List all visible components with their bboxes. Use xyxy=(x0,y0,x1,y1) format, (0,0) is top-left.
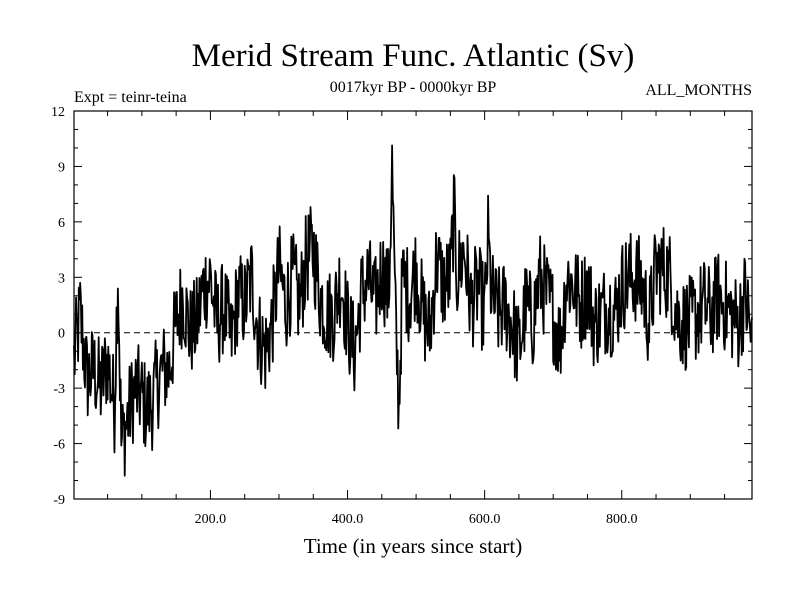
x-tick-label: 800.0 xyxy=(606,512,638,527)
chart-title: Merid Stream Func. Atlantic (Sv) xyxy=(192,38,635,74)
tick-labels: -9 -6 -3 0 3 6 9 12 200.0 400.0 600.0 800.0 xyxy=(51,105,637,527)
x-tick-label: 200.0 xyxy=(195,512,227,527)
y-tick-label: 9 xyxy=(58,160,65,175)
experiment-label: Expt = teinr-teina xyxy=(74,89,187,106)
x-tick-label: 600.0 xyxy=(469,512,501,527)
season-label: ALL_MONTHS xyxy=(645,82,752,99)
y-tick-label: 0 xyxy=(58,327,65,342)
y-tick-label: -3 xyxy=(53,382,65,397)
y-tick-label: 12 xyxy=(51,105,65,120)
y-tick-label: -9 xyxy=(53,493,65,508)
y-tick-label: 6 xyxy=(58,216,65,231)
plot-frame xyxy=(73,110,753,500)
axis-ticks xyxy=(74,110,752,500)
series-line xyxy=(73,144,753,477)
period-label: 0017kyr BP - 0000kyr BP xyxy=(330,79,497,96)
y-tick-label: -6 xyxy=(53,438,65,453)
x-axis-label: Time (in years since start) xyxy=(304,534,523,558)
x-tick-label: 400.0 xyxy=(332,512,364,527)
y-tick-label: 3 xyxy=(58,271,65,286)
